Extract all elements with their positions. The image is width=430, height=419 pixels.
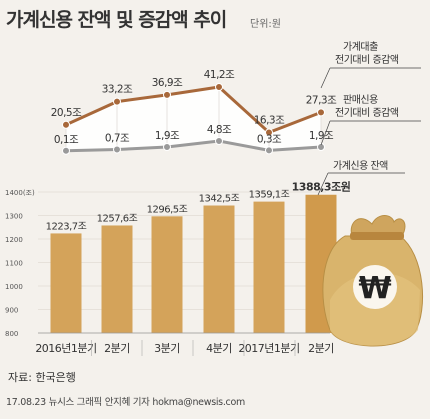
won-coin bbox=[353, 265, 397, 309]
x-tick-label: 2분기 bbox=[308, 342, 334, 355]
bar bbox=[203, 205, 235, 333]
loan-value-label: 27,3조 bbox=[306, 94, 337, 106]
loan-value-label: 20,5조 bbox=[51, 107, 82, 119]
loan-value-label: 16,3조 bbox=[254, 114, 285, 126]
sales-value-label: 0,3조 bbox=[257, 133, 282, 145]
sales-point bbox=[163, 143, 171, 152]
bar bbox=[253, 201, 285, 333]
unit-label: 단위:원 bbox=[250, 19, 281, 30]
y-tick-label: 1200 bbox=[5, 236, 23, 244]
line-area-fill bbox=[66, 87, 321, 151]
bar-value-label: 1359,1조 bbox=[249, 190, 290, 201]
loan-value-label: 36,9조 bbox=[152, 77, 183, 89]
sales-series-leader bbox=[320, 120, 331, 146]
sales-value-label: 4,8조 bbox=[207, 124, 232, 136]
loan-point bbox=[317, 108, 325, 117]
y-tick-label: 1100 bbox=[5, 260, 23, 268]
x-tick-label: 3분기 bbox=[154, 342, 180, 355]
loan-point bbox=[62, 120, 70, 129]
x-tick-label: 2016년1분기 bbox=[35, 342, 96, 355]
loan-series-label: 가계대출 전기대비 증감액 bbox=[335, 41, 399, 66]
sales-point bbox=[265, 146, 273, 155]
x-tick-label: 4분기 bbox=[206, 342, 232, 355]
money-bag-top bbox=[350, 215, 406, 237]
bar-value-label: 1257,6조 bbox=[97, 213, 138, 224]
sales-point bbox=[215, 137, 223, 145]
sales-series-label: 판매신용 전기대비 증감액 bbox=[335, 94, 399, 119]
sales-value-label: 0,1조 bbox=[54, 134, 79, 146]
won-icon: ₩ bbox=[358, 271, 391, 306]
sales-point bbox=[62, 146, 70, 155]
loan-point bbox=[113, 97, 121, 106]
loan-point bbox=[215, 83, 223, 91]
x-tick-label: 2017년1분기 bbox=[238, 342, 299, 355]
loan-series-label-line1: 가계대출 bbox=[343, 41, 378, 53]
x-tick-label: 2분기 bbox=[104, 342, 130, 355]
money-bag-tie bbox=[350, 232, 404, 240]
loan-point bbox=[265, 128, 273, 137]
sales-value-label: 1,9조 bbox=[309, 130, 334, 142]
bar-series-leader bbox=[317, 172, 329, 196]
source-note: 자료: 한국은행 bbox=[8, 371, 76, 384]
sales-point bbox=[113, 145, 121, 154]
bar-value-label: 1223,7조 bbox=[46, 221, 87, 232]
bar bbox=[50, 233, 82, 333]
y-tick-label: 800 bbox=[5, 330, 18, 338]
credit-line: 17.08.23 뉴시스 그래픽 안지혜 기자 hokma@newsis.com bbox=[6, 397, 245, 408]
loan-point bbox=[163, 90, 171, 99]
sales-series-label-line1: 판매신용 bbox=[343, 94, 378, 106]
loan-series-line bbox=[65, 85, 322, 135]
loan-value-label: 33,2조 bbox=[102, 84, 133, 96]
bar-series-label: 가계신용 잔액 bbox=[333, 160, 388, 172]
chart-title: 가계신용 잔액 및 증감액 추이 bbox=[6, 9, 227, 31]
bar-value-label: 1388,3조원 bbox=[292, 180, 351, 194]
bar bbox=[101, 225, 133, 333]
sales-point bbox=[317, 143, 325, 152]
sales-series-label-line2: 전기대비 증감액 bbox=[335, 107, 399, 119]
loan-series-leader bbox=[320, 67, 331, 89]
sales-value-label: 0,7조 bbox=[105, 133, 130, 145]
y-tick-label: 900 bbox=[5, 307, 18, 315]
loan-value-label: 41,2조 bbox=[204, 69, 235, 81]
loan-series-label-line2: 전기대비 증감액 bbox=[335, 54, 399, 66]
y-tick-label: 1300 bbox=[5, 213, 23, 221]
sales-series-line bbox=[65, 139, 322, 153]
money-bag-highlight bbox=[330, 272, 420, 346]
bar-value-label: 1342,5조 bbox=[199, 194, 240, 205]
sales-value-label: 1,9조 bbox=[155, 130, 180, 142]
money-bag-icon: ₩ bbox=[322, 215, 424, 347]
y-tick-label: 1400(조) bbox=[5, 189, 35, 197]
bar-value-label: 1296,5조 bbox=[147, 204, 188, 215]
y-tick-label: 1000 bbox=[5, 283, 23, 291]
bar bbox=[151, 216, 183, 333]
